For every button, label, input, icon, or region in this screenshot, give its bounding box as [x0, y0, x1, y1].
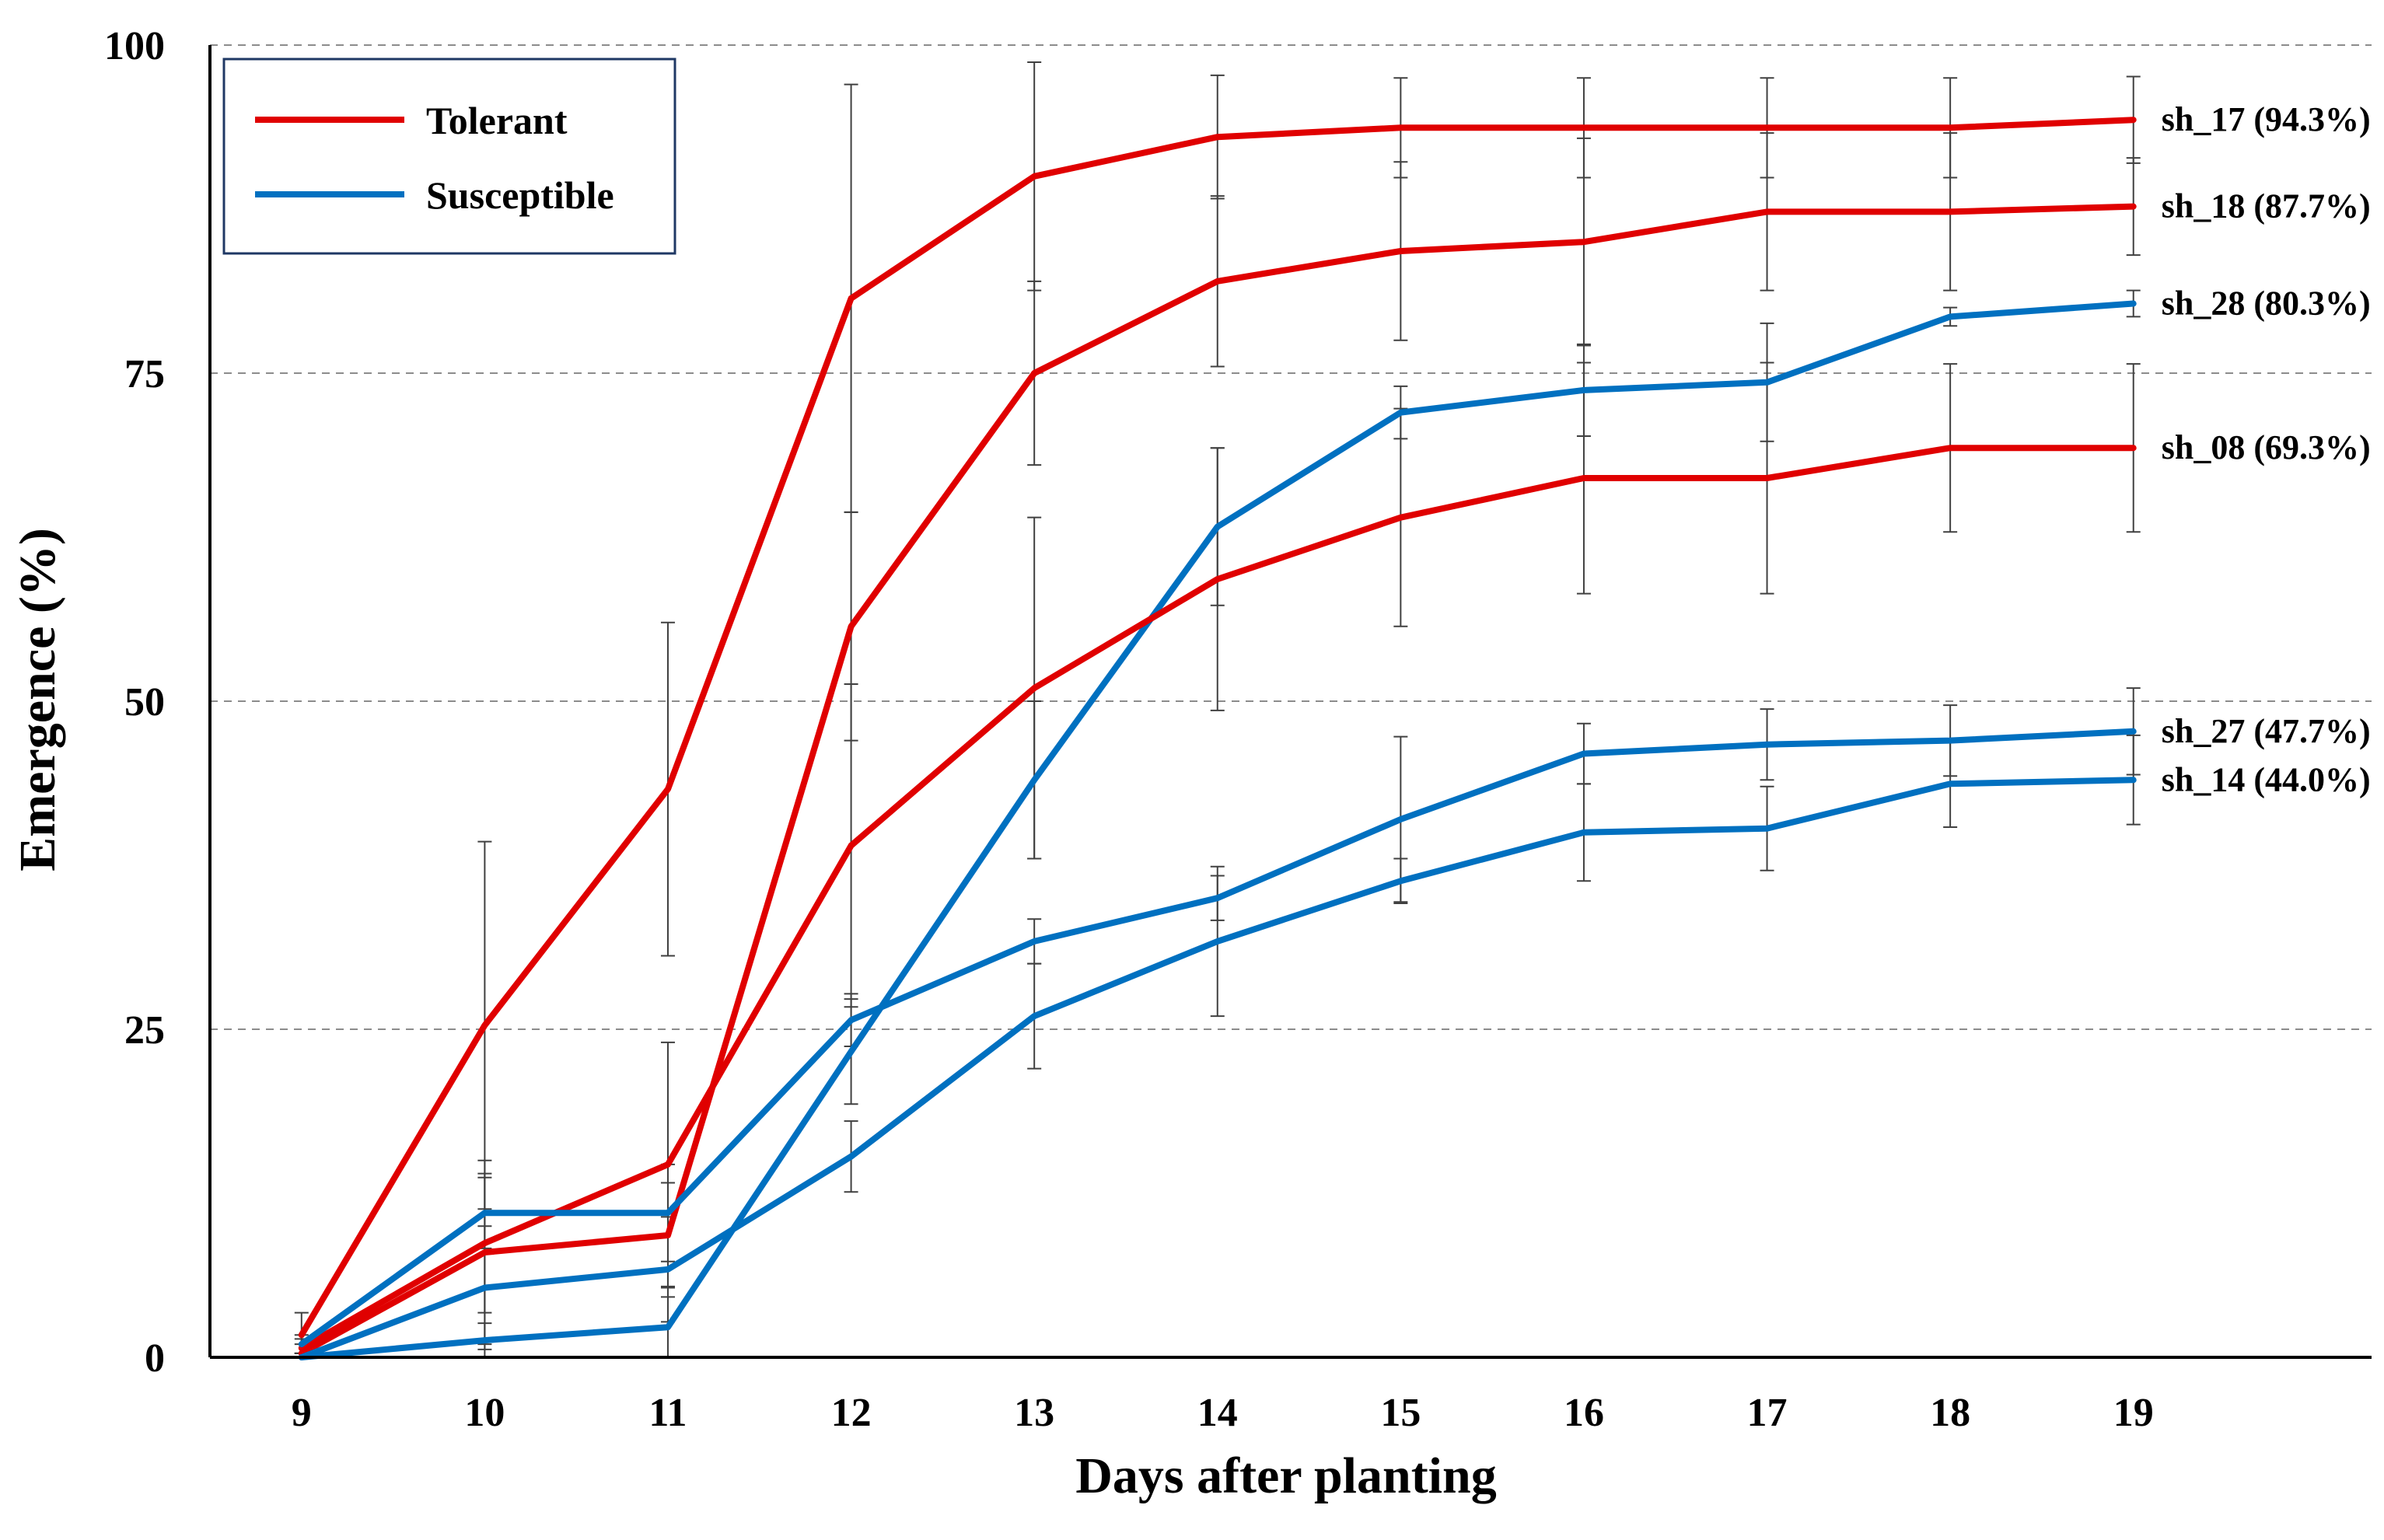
y-tick-labels: 0 25 50 75 100	[104, 24, 165, 1381]
legend-box	[222, 58, 676, 255]
x-tick-label: 17	[1747, 1391, 1788, 1435]
end-label-sh_14: sh_14 (44.0%)	[2162, 760, 2371, 798]
y-axis-title: Emergence (%)	[9, 528, 66, 871]
x-tick-label: 19	[2113, 1391, 2154, 1435]
end-label-sh_28: sh_28 (80.3%)	[2162, 285, 2371, 323]
series-line-sh_14	[298, 777, 2137, 1360]
series-line-sh_18	[298, 203, 2137, 1357]
end-label-sh_08: sh_08 (69.3%)	[2162, 428, 2371, 466]
x-axis-title: Days after planting	[1075, 1447, 1496, 1504]
series-line-sh_27	[298, 728, 2137, 1348]
x-tick-labels: 9 10 11 12 13 14 15 16 17 18 19	[292, 1391, 2154, 1435]
x-tick-label: 11	[648, 1391, 687, 1435]
end-label-sh_18: sh_18 (87.7%)	[2162, 187, 2371, 225]
series-line-sh_17	[298, 117, 2137, 1339]
x-tick-label: 9	[292, 1391, 312, 1435]
x-tick-label: 14	[1197, 1391, 1238, 1435]
y-tick-label: 0	[145, 1336, 165, 1381]
y-tick-label: 100	[104, 24, 165, 68]
y-tick-label: 50	[124, 680, 165, 725]
series-lines	[298, 117, 2137, 1360]
end-label-sh_27: sh_27 (47.7%)	[2162, 712, 2371, 750]
series-line-sh_08	[298, 445, 2137, 1352]
legend: Tolerant Susceptible	[222, 58, 676, 255]
legend-label-tolerant: Tolerant	[426, 99, 568, 142]
end-label-sh_17: sh_17 (94.3%)	[2162, 100, 2371, 138]
y-tick-label: 25	[124, 1008, 165, 1053]
x-tick-label: 12	[831, 1391, 872, 1435]
x-tick-label: 13	[1014, 1391, 1054, 1435]
x-tick-label: 15	[1380, 1391, 1421, 1435]
y-tick-label: 75	[124, 352, 165, 396]
series-end-labels: sh_17 (94.3%) sh_18 (87.7%) sh_28 (80.3%) s…	[2162, 100, 2371, 798]
legend-label-susceptible: Susceptible	[426, 173, 614, 217]
x-tick-label: 10	[464, 1391, 505, 1435]
series-line-sh_28	[298, 300, 2137, 1360]
x-tick-label: 18	[1930, 1391, 1970, 1435]
x-tick-label: 16	[1564, 1391, 1604, 1435]
gridlines	[210, 44, 2372, 1030]
